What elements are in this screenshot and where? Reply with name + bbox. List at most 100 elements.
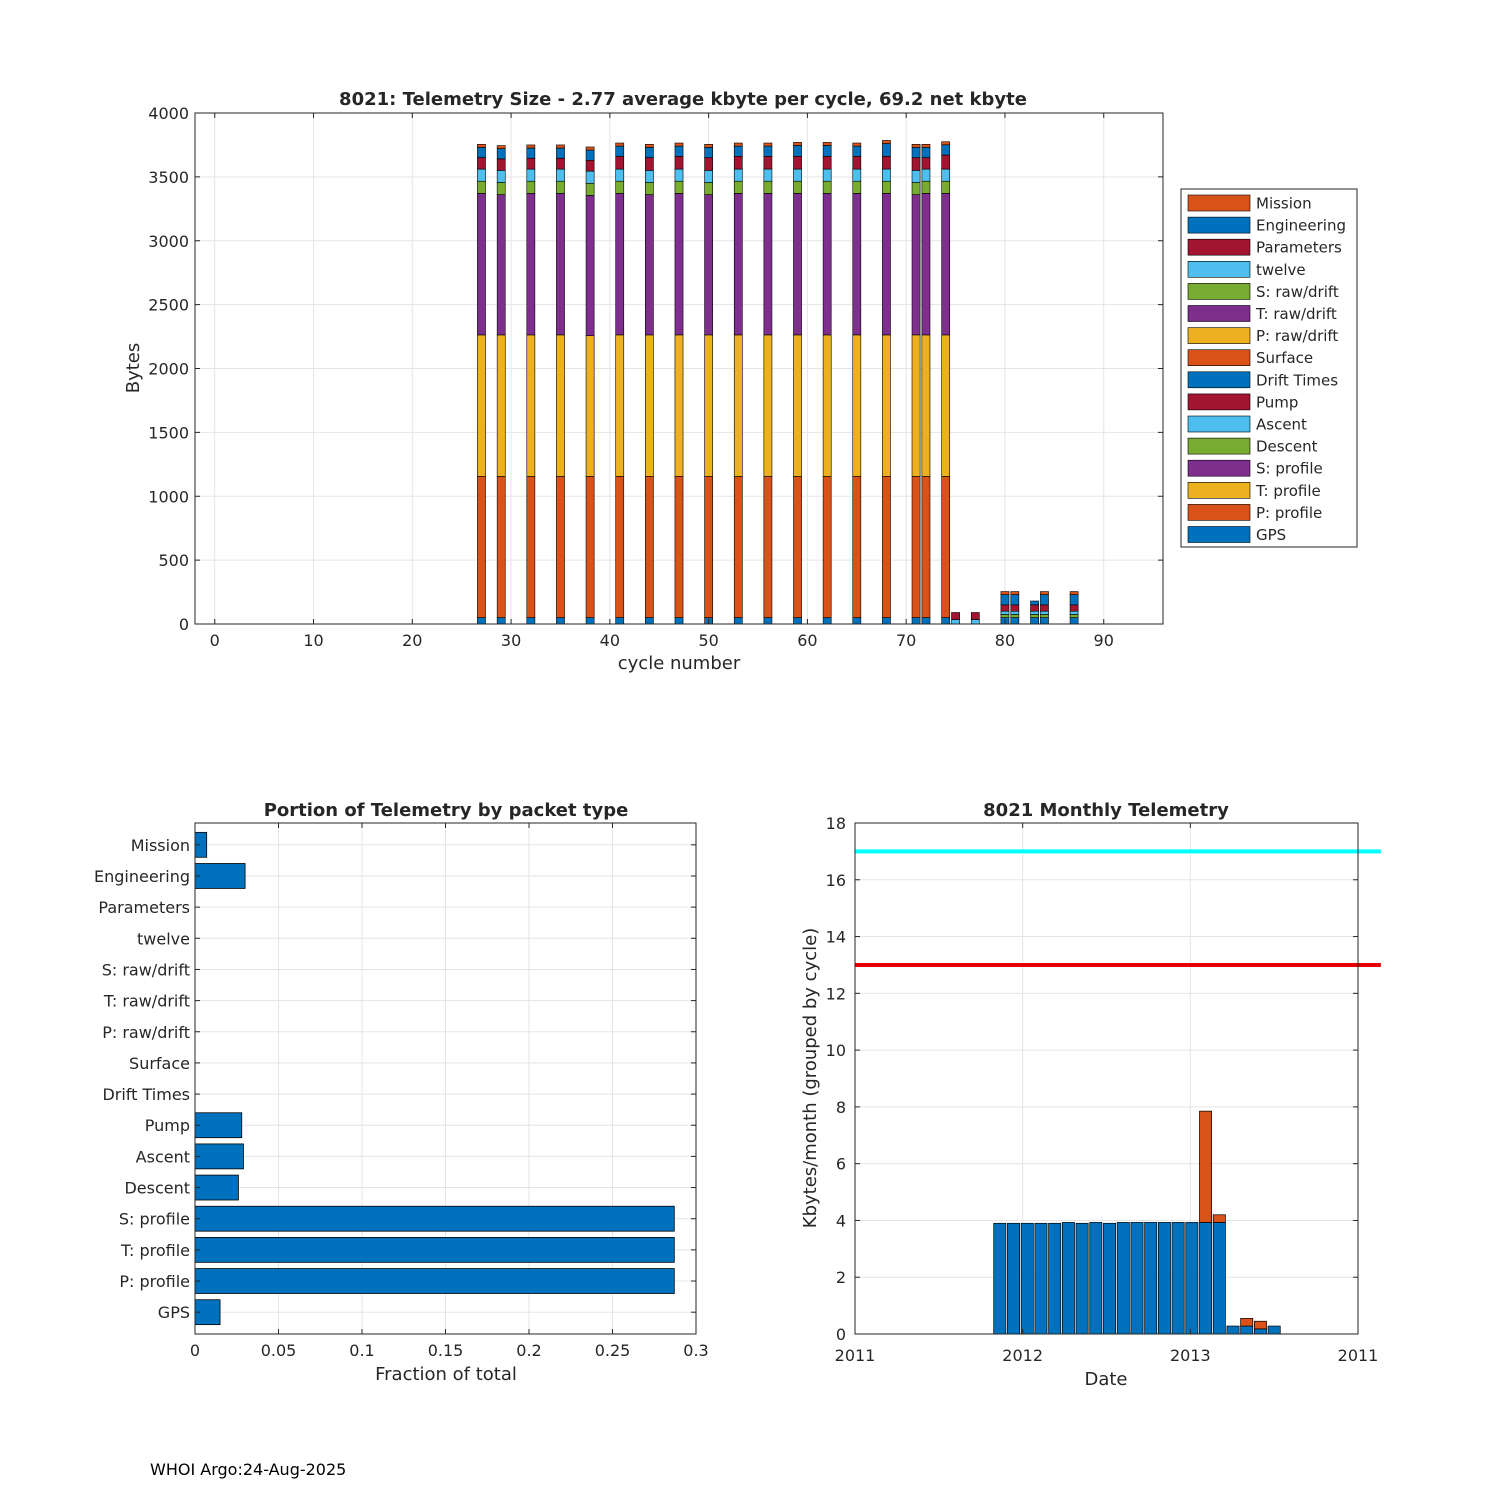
bar-segment-descent [763, 180, 773, 194]
bar-segment-p-profile [822, 476, 832, 618]
y-tick-label: 0 [836, 1325, 846, 1344]
y-tick-label-engineering: Engineering [94, 867, 190, 886]
bar-segment-engineering [615, 145, 625, 157]
bar-segment-mission [941, 141, 951, 146]
bar-segment-pump [1069, 604, 1079, 612]
bar-segment-pump [970, 612, 980, 620]
y-tick-label: 10 [826, 1041, 846, 1060]
bar-segment-descent [1000, 614, 1010, 618]
y-tick-label-s-profile: S: profile [119, 1210, 190, 1229]
x-axis-label: Date [1084, 1369, 1127, 1390]
bar-segment-t-profile [763, 334, 773, 477]
bar-segment-gps [941, 617, 951, 625]
bar-segment-gps [674, 617, 684, 625]
bar-segment-descent [911, 182, 921, 195]
bar-segment-gps [585, 617, 595, 625]
bar-segment-pump [941, 154, 951, 170]
bar-segment-descent [1010, 614, 1020, 618]
bar-segment-ascent [1000, 610, 1010, 615]
bar-segment-pump [645, 157, 654, 171]
bar-month-base [1048, 1222, 1062, 1335]
x-tick-label: 2012 [1002, 1346, 1043, 1365]
x-tick-label: 30 [501, 631, 521, 650]
x-tick-label: 20 [402, 631, 422, 650]
y-tick-label: 4000 [148, 104, 189, 123]
bar-segment-engineering [477, 147, 486, 158]
bar-segment-pump [1000, 604, 1010, 612]
bar-segment-descent [615, 180, 625, 194]
y-tick-label: 2000 [148, 360, 189, 379]
y-tick-label: 14 [826, 928, 846, 947]
x-tick-label: 0 [210, 631, 220, 650]
bar-segment-engineering [941, 144, 951, 156]
bar-segment-t-profile [733, 334, 743, 477]
chart-title: 8021: Telemetry Size - 2.77 average kbyt… [339, 89, 1027, 110]
bar-segment-ascent [1030, 610, 1039, 615]
bar-month-base [1103, 1222, 1116, 1335]
x-tick-label: 0.05 [261, 1341, 297, 1360]
bar-segment-gps [793, 617, 802, 625]
bar-segment-engineering [645, 147, 654, 158]
legend-label-t-profile: T: profile [1255, 482, 1321, 500]
x-axis-label: Fraction of total [375, 1364, 517, 1385]
legend-swatch-twelve [1187, 260, 1251, 278]
bar-segment-mission [911, 143, 921, 148]
legend-swatch-surface [1187, 349, 1251, 367]
y-tick-label-mission: Mission [131, 836, 190, 855]
bar-segment-t-profile [704, 334, 713, 477]
bar-segment-gps [882, 617, 891, 625]
bar-segment-pump [1040, 604, 1049, 612]
bar-segment-pump [1010, 604, 1020, 612]
legend-label-pump: Pump [1256, 393, 1298, 411]
y-tick-label: 1500 [148, 423, 189, 442]
bar-segment-s-profile [921, 193, 931, 336]
bar-month-extra [1212, 1214, 1226, 1223]
legend-label-t-raw-drift: T: raw/drift [1255, 305, 1337, 323]
bar-segment-ascent [556, 168, 565, 182]
bar-p-profile [194, 1268, 675, 1294]
bar-segment-engineering [921, 147, 931, 158]
bar-segment-ascent [526, 168, 536, 182]
bar-segment-s-profile [585, 195, 595, 336]
bar-segment-s-profile [882, 193, 891, 336]
bar-segment-mission [733, 142, 743, 147]
bar-segment-mission [1000, 591, 1010, 595]
bar-segment-gps [852, 617, 862, 625]
legend-swatch-pump [1187, 393, 1251, 411]
bar-segment-pump [852, 156, 862, 170]
bar-segment-descent [1069, 614, 1079, 618]
bar-segment-t-profile [921, 334, 931, 477]
bar-segment-t-profile [477, 334, 486, 477]
x-tick-label: 0 [190, 1341, 200, 1360]
bar-segment-mission [645, 143, 654, 148]
legend-label-parameters: Parameters [1256, 239, 1342, 257]
bar-segment-gps [1030, 617, 1039, 625]
x-tick-label: 40 [600, 631, 620, 650]
bar-segment-s-profile [911, 194, 921, 336]
bar-segment-p-profile [556, 476, 565, 618]
x-axis-label: cycle number [618, 653, 741, 674]
y-axis-label: Bytes [123, 343, 144, 394]
bar-segment-t-profile [556, 334, 565, 477]
bar-month-base [1020, 1222, 1034, 1335]
bar-segment-mission [496, 145, 506, 149]
bar-segment-ascent [645, 170, 654, 183]
bar-segment-ascent [941, 168, 951, 182]
bar-segment-s-profile [477, 193, 486, 336]
y-tick-label-drift-times: Drift Times [102, 1085, 190, 1104]
legend-swatch-p-raw-drift [1187, 327, 1251, 344]
bar-segment-p-profile [882, 476, 891, 618]
bar-segment-mission [674, 142, 684, 147]
bar-segment-descent [704, 182, 713, 195]
bar-segment-mission [477, 143, 486, 148]
bar-segment-descent [882, 180, 891, 194]
bar-segment-ascent [1069, 610, 1079, 615]
bar-segment-descent [674, 180, 684, 194]
bar-segment-engineering [556, 147, 565, 159]
bar-segment-p-profile [477, 476, 486, 618]
bar-segment-ascent [674, 168, 684, 182]
y-tick-label-surface: Surface [129, 1054, 190, 1073]
y-tick-label: 0 [179, 615, 189, 634]
bar-month-base [1212, 1222, 1226, 1335]
bar-month-base [1061, 1222, 1075, 1335]
